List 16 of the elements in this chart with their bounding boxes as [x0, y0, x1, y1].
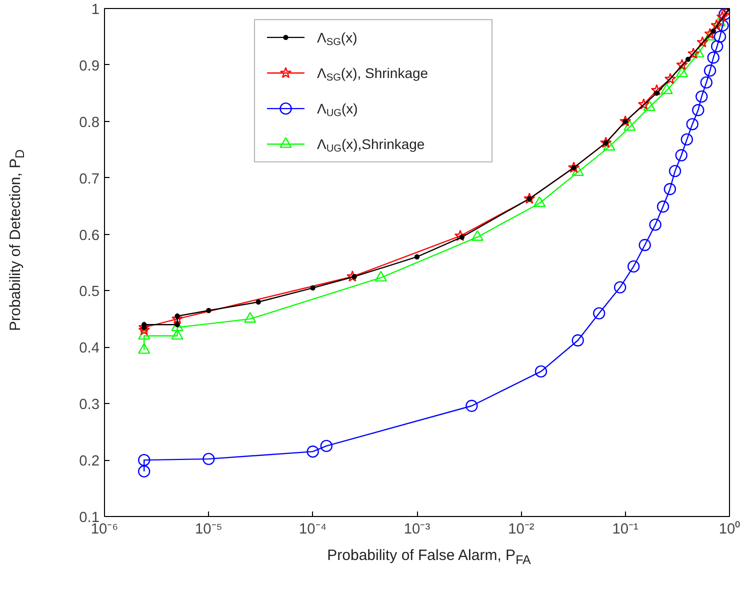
x-tick-label: 10⁻²: [508, 522, 534, 538]
y-tick-label: 0.2: [79, 454, 100, 470]
y-tick-label: 0.3: [79, 397, 100, 414]
y-tick-label: 0.9: [79, 58, 100, 74]
x-tick-label: 10⁻⁵: [194, 522, 222, 538]
y-tick-label: 0.5: [79, 284, 100, 300]
x-tick-label: 10⁰: [718, 520, 740, 538]
x-tick-label: 10⁻³: [404, 522, 430, 538]
y-tick-label: 0.6: [79, 228, 100, 244]
y-tick-label: 0.4: [79, 340, 100, 357]
y-tick-label: 1: [91, 2, 100, 18]
y-tick-label: 0.7: [79, 171, 100, 188]
x-tick-label: 10⁻⁴: [299, 522, 327, 538]
x-tick-label: 10⁻¹: [612, 522, 639, 538]
x-axis-title: Probability of False Alarm, P$_{FA}$: [326, 546, 532, 569]
y-tick-label: 0.8: [79, 114, 100, 131]
